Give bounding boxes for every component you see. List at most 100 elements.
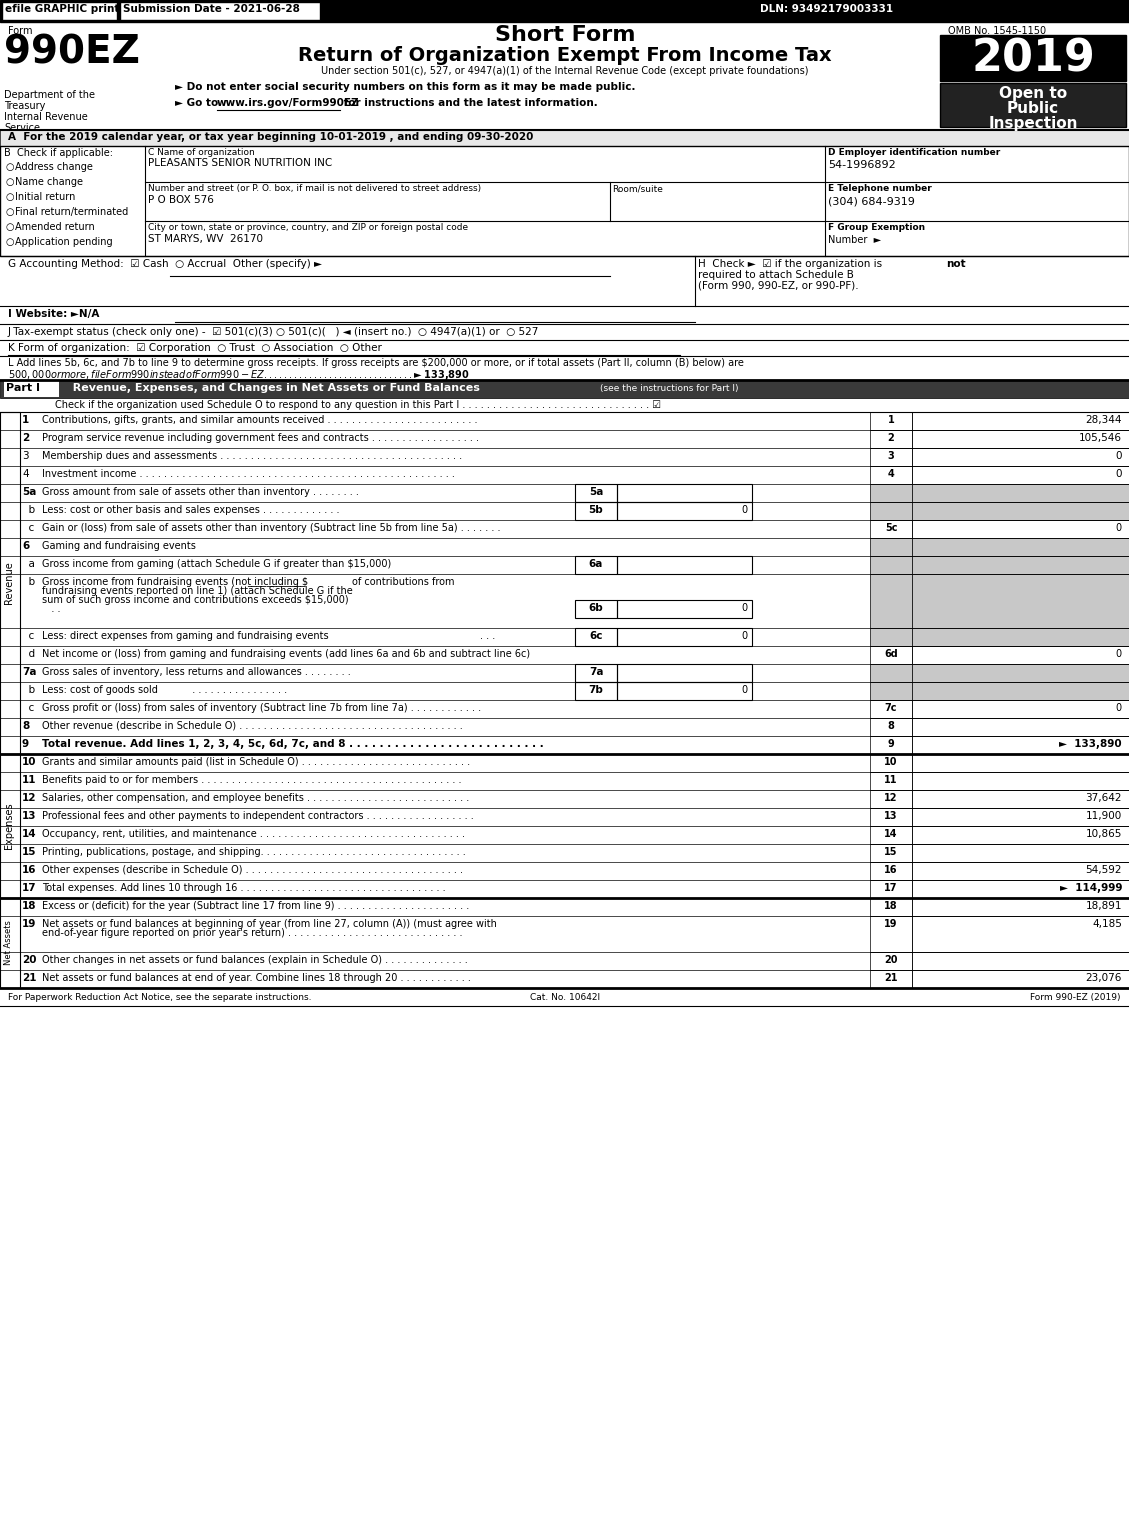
Text: 5a: 5a <box>21 487 36 496</box>
Text: Number  ►: Number ► <box>828 235 881 244</box>
Text: Net income or (loss) from gaming and fundraising events (add lines 6a and 6b and: Net income or (loss) from gaming and fun… <box>42 649 531 660</box>
Bar <box>618 484 752 502</box>
Text: 105,546: 105,546 <box>1079 434 1122 443</box>
Text: 3: 3 <box>21 450 28 461</box>
Text: 3: 3 <box>887 450 894 461</box>
Bar <box>0 754 20 898</box>
Bar <box>618 556 752 574</box>
Text: 13: 13 <box>21 811 36 822</box>
Text: Expenses: Expenses <box>5 803 14 849</box>
Text: ○: ○ <box>5 221 14 232</box>
Text: sum of such gross income and contributions exceeds $15,000): sum of such gross income and contributio… <box>42 596 349 605</box>
Bar <box>912 466 1129 484</box>
Text: Return of Organization Exempt From Income Tax: Return of Organization Exempt From Incom… <box>298 46 832 66</box>
Bar <box>870 736 912 754</box>
Text: 21: 21 <box>21 973 36 983</box>
Text: d: d <box>21 649 35 660</box>
Bar <box>618 600 752 618</box>
Bar <box>870 574 912 628</box>
Text: Less: cost of goods sold           . . . . . . . . . . . . . . . .: Less: cost of goods sold . . . . . . . .… <box>42 686 287 695</box>
Text: ○: ○ <box>5 208 14 217</box>
Bar <box>912 502 1129 521</box>
Bar <box>940 82 1126 127</box>
Text: D Employer identification number: D Employer identification number <box>828 148 1000 157</box>
Text: . . .: . . . <box>480 631 496 641</box>
Text: 6b: 6b <box>588 603 603 612</box>
Bar <box>870 646 912 664</box>
Bar <box>618 502 752 521</box>
Bar <box>870 502 912 521</box>
Text: $500,000 or more, file Form 990 instead of Form 990-EZ . . . . . . . . . . . . .: $500,000 or more, file Form 990 instead … <box>8 368 470 382</box>
Text: Gross profit or (loss) from sales of inventory (Subtract line 7b from line 7a) .: Gross profit or (loss) from sales of inv… <box>42 702 481 713</box>
Text: required to attach Schedule B: required to attach Schedule B <box>698 270 854 279</box>
Text: 18,891: 18,891 <box>1085 901 1122 912</box>
Bar <box>2 2 117 20</box>
Bar <box>870 683 912 699</box>
Text: Total revenue. Add lines 1, 2, 3, 4, 5c, 6d, 7c, and 8 . . . . . . . . . . . . .: Total revenue. Add lines 1, 2, 3, 4, 5c,… <box>42 739 544 750</box>
Text: Check if the organization used Schedule O to respond to any question in this Par: Check if the organization used Schedule … <box>55 400 660 411</box>
Text: F Group Exemption: F Group Exemption <box>828 223 925 232</box>
Text: Gaming and fundraising events: Gaming and fundraising events <box>42 541 195 551</box>
Bar <box>870 484 912 502</box>
Bar <box>870 880 912 898</box>
Bar <box>575 556 618 574</box>
Bar <box>912 970 1129 988</box>
Text: Revenue, Expenses, and Changes in Net Assets or Fund Balances: Revenue, Expenses, and Changes in Net As… <box>65 383 480 392</box>
Text: b: b <box>21 505 35 515</box>
Text: c: c <box>21 631 34 641</box>
Bar <box>912 412 1129 431</box>
Text: 15: 15 <box>21 847 36 857</box>
Text: Number and street (or P. O. box, if mail is not delivered to street address): Number and street (or P. O. box, if mail… <box>148 183 481 192</box>
Text: 17: 17 <box>21 883 36 893</box>
Bar <box>5 382 59 397</box>
Text: Form 990-EZ (2019): Form 990-EZ (2019) <box>1031 993 1121 1002</box>
Text: 0: 0 <box>741 631 747 641</box>
Text: 1: 1 <box>21 415 29 425</box>
Text: Initial return: Initial return <box>15 192 76 202</box>
Text: Net Assets: Net Assets <box>5 921 14 965</box>
Text: ○: ○ <box>5 162 14 173</box>
Text: 6a: 6a <box>589 559 603 570</box>
Text: Inspection: Inspection <box>988 116 1078 131</box>
Text: 23,076: 23,076 <box>1086 973 1122 983</box>
Text: ►  133,890: ► 133,890 <box>1059 739 1122 750</box>
Text: 0: 0 <box>1115 702 1122 713</box>
Text: 990EZ: 990EZ <box>5 34 140 72</box>
Text: Under section 501(c), 527, or 4947(a)(1) of the Internal Revenue Code (except pr: Under section 501(c), 527, or 4947(a)(1)… <box>322 66 808 76</box>
Bar <box>870 699 912 718</box>
Bar <box>912 863 1129 880</box>
Text: 0: 0 <box>741 686 747 695</box>
Text: 20: 20 <box>21 954 36 965</box>
Text: Part I: Part I <box>6 383 40 392</box>
Text: Membership dues and assessments . . . . . . . . . . . . . . . . . . . . . . . . : Membership dues and assessments . . . . … <box>42 450 462 461</box>
Text: I Website: ►N/A: I Website: ►N/A <box>8 308 99 319</box>
Text: Salaries, other compensation, and employee benefits . . . . . . . . . . . . . . : Salaries, other compensation, and employ… <box>42 793 470 803</box>
Text: (see the instructions for Part I): (see the instructions for Part I) <box>599 383 738 392</box>
Text: Internal Revenue: Internal Revenue <box>5 111 88 122</box>
Bar <box>870 628 912 646</box>
Text: Room/suite: Room/suite <box>612 183 663 192</box>
Text: 4: 4 <box>21 469 28 479</box>
Bar <box>870 863 912 880</box>
Text: 2: 2 <box>887 434 894 443</box>
Text: 11: 11 <box>21 776 36 785</box>
Text: ► Do not enter social security numbers on this form as it may be made public.: ► Do not enter social security numbers o… <box>175 82 636 92</box>
Text: Program service revenue including government fees and contracts . . . . . . . . : Program service revenue including govern… <box>42 434 479 443</box>
Text: Name change: Name change <box>15 177 84 186</box>
Text: www.irs.gov/Form990EZ: www.irs.gov/Form990EZ <box>217 98 360 108</box>
Text: 14: 14 <box>21 829 36 838</box>
Text: A  For the 2019 calendar year, or tax year beginning 10-01-2019 , and ending 09-: A For the 2019 calendar year, or tax yea… <box>8 131 533 142</box>
Text: Grants and similar amounts paid (list in Schedule O) . . . . . . . . . . . . . .: Grants and similar amounts paid (list in… <box>42 757 470 767</box>
Text: 21: 21 <box>884 973 898 983</box>
Bar <box>870 718 912 736</box>
Text: 7a: 7a <box>588 667 603 676</box>
Text: 7b: 7b <box>588 686 603 695</box>
Text: 15: 15 <box>884 847 898 857</box>
Text: of contributions from: of contributions from <box>352 577 455 586</box>
Bar <box>575 683 618 699</box>
Text: 0: 0 <box>1115 649 1122 660</box>
Bar <box>0 412 20 754</box>
Text: 12: 12 <box>21 793 36 803</box>
Bar <box>870 521 912 538</box>
Text: fundraising events reported on line 1) (attach Schedule G if the: fundraising events reported on line 1) (… <box>42 586 352 596</box>
